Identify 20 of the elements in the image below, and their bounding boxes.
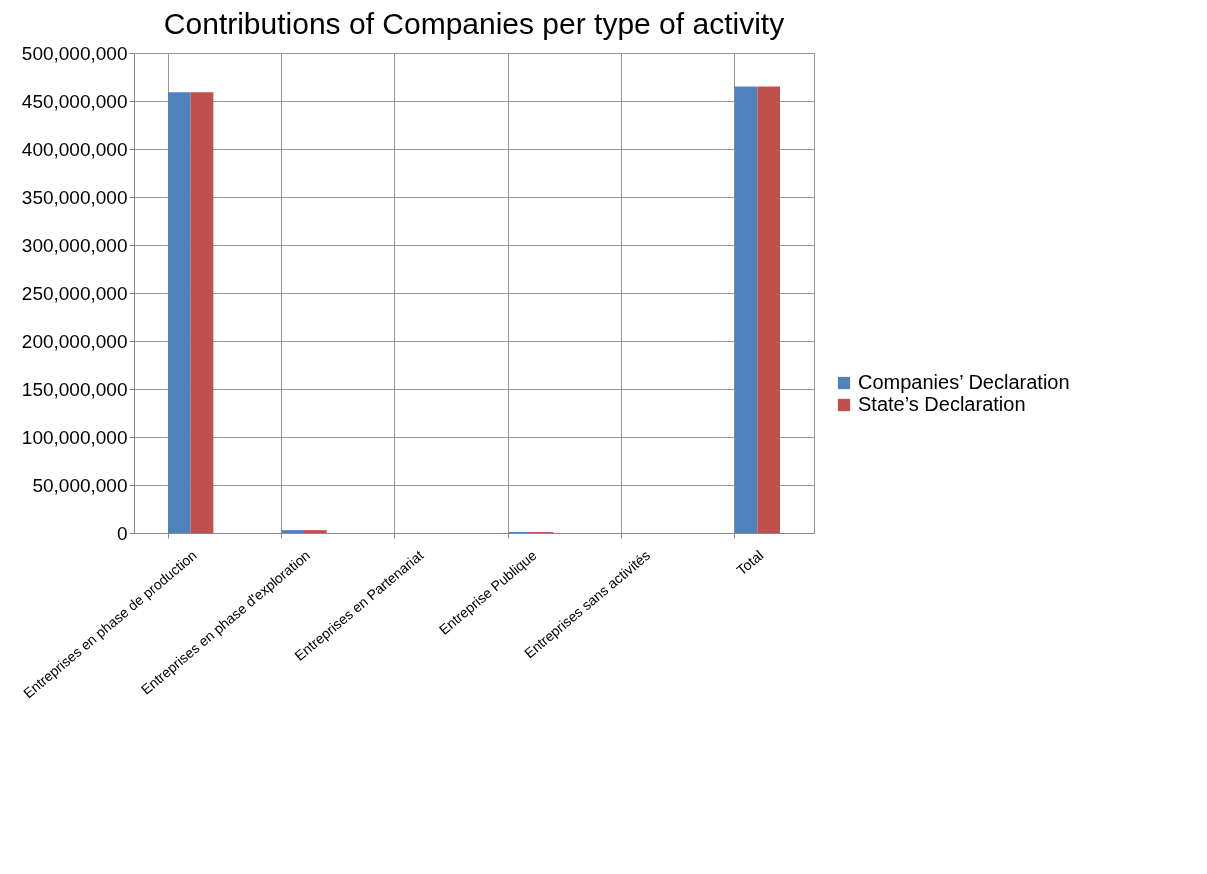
y-tick-label: 150,000,000: [21, 378, 128, 400]
y-tick-label: 0: [116, 522, 128, 544]
y-tick-label: 200,000,000: [21, 330, 128, 352]
bar: [168, 92, 191, 533]
y-tick-label: 350,000,000: [21, 186, 128, 208]
chart-title: Contributions of Companies per type of activity: [163, 7, 785, 40]
y-tick-label: 50,000,000: [32, 474, 128, 496]
bar: [304, 530, 327, 533]
y-tick-label: 250,000,000: [21, 282, 128, 304]
bar: [734, 86, 758, 533]
y-tick-label: 100,000,000: [21, 426, 128, 448]
legend-label: State’s Declaration: [858, 393, 1026, 415]
bar: [190, 92, 214, 533]
bar: [757, 86, 780, 533]
y-tick-label: 500,000,000: [21, 42, 128, 64]
legend-label: Companies’ Declaration: [858, 371, 1070, 393]
y-tick-label: 300,000,000: [21, 234, 128, 256]
y-tick-label: 450,000,000: [21, 90, 128, 112]
bar: [281, 530, 304, 533]
y-tick-label: 400,000,000: [21, 138, 128, 160]
